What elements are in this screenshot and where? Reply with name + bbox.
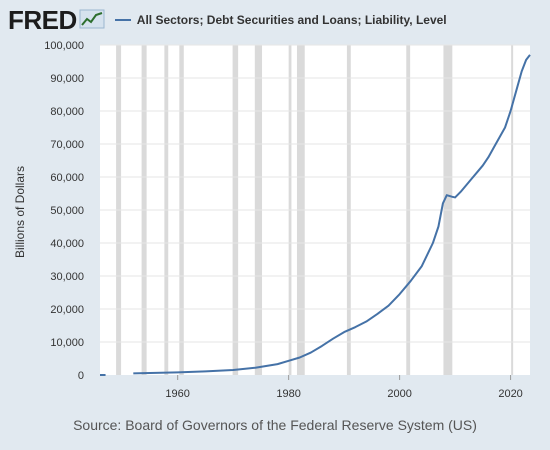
trend-line-icon xyxy=(79,9,105,34)
y-tick-label: 50,000 xyxy=(50,205,84,217)
x-axis-ticks: 1960 1980 2000 2020 xyxy=(165,375,523,400)
chart-header: FRED All Sectors; Debt Securities and Lo… xyxy=(8,6,447,34)
fred-logo[interactable]: FRED xyxy=(8,5,77,35)
y-tick-label: 40,000 xyxy=(50,238,84,250)
x-tick-label: 2000 xyxy=(387,388,411,400)
series-line[interactable] xyxy=(133,54,531,375)
y-gridlines xyxy=(100,44,530,343)
legend-label: All Sectors; Debt Securities and Loans; … xyxy=(136,13,447,27)
y-tick-label: 70,000 xyxy=(50,139,84,151)
x-tick-label: 2020 xyxy=(498,388,522,400)
y-tick-label: 60,000 xyxy=(50,172,84,184)
y-tick-label: 30,000 xyxy=(50,271,84,283)
legend-item[interactable]: All Sectors; Debt Securities and Loans; … xyxy=(114,13,447,27)
y-tick-label: 10,000 xyxy=(50,337,84,349)
y-tick-label: 90,000 xyxy=(50,73,84,85)
source-note: Source: Board of Governors of the Federa… xyxy=(73,417,477,433)
y-tick-label: 0 xyxy=(78,370,84,382)
y-tick-label: 80,000 xyxy=(50,106,84,118)
y-axis-ticks: 0 10,000 20,000 30,000 40,000 50,000 60,000 70,… xyxy=(44,40,84,382)
y-axis-label: Billions of Dollars xyxy=(13,166,27,258)
series-line-group xyxy=(100,54,531,376)
y-tick-label: 100,000 xyxy=(44,40,84,52)
legend-swatch xyxy=(114,19,131,21)
x-tick-label: 1960 xyxy=(165,388,189,400)
x-tick-label: 1980 xyxy=(276,388,300,400)
y-tick-label: 20,000 xyxy=(50,304,84,316)
